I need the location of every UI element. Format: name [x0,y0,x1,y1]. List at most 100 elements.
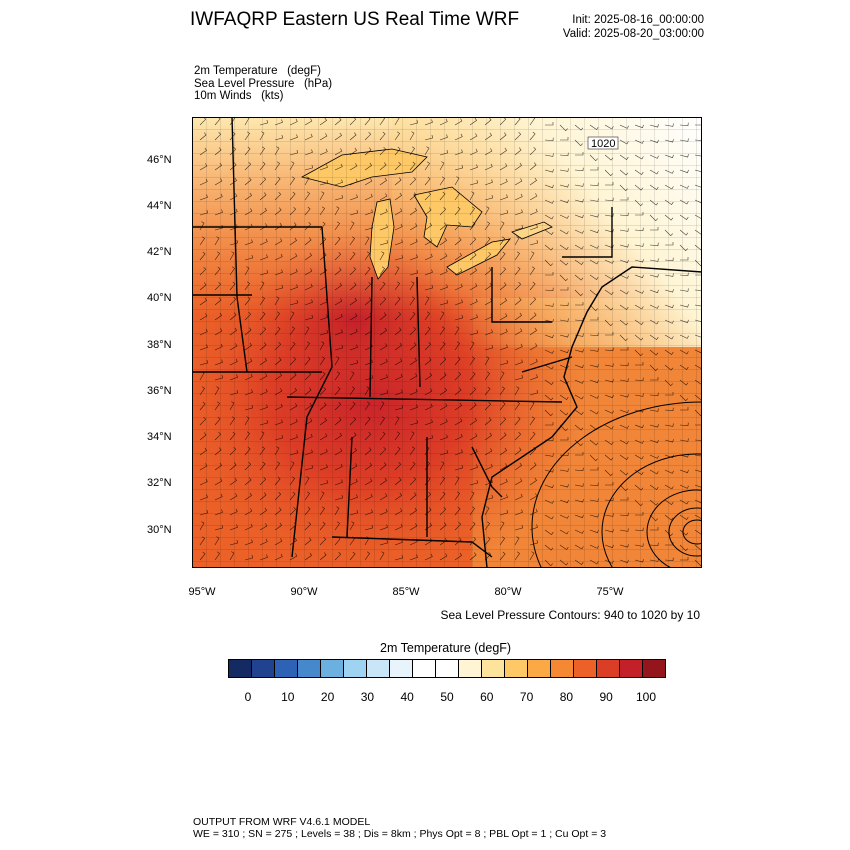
colorbar-swatch [643,660,665,677]
wind-barb [319,252,327,261]
wind-barb [635,212,644,216]
wind-barb [649,484,659,491]
wind-barb [289,461,295,471]
wind-barb [319,552,327,561]
wind-barb [694,499,702,504]
wind-barb [364,224,374,231]
wind-barb [244,254,254,261]
wind-barb [214,509,223,516]
colorbar-swatch [482,660,505,677]
colorbar-swatch [574,660,597,677]
wind-barb [664,139,674,143]
wind-barb [559,334,569,338]
wind-barb [559,214,569,219]
wind-barb [244,446,251,456]
wind-barb [394,239,403,246]
wind-barb [379,493,388,501]
wind-barb [529,312,537,321]
wind-barb [694,184,702,188]
wind-barb [424,491,432,501]
wind-barb [574,439,584,447]
wind-barb [274,269,283,276]
wind-barb [214,478,223,486]
wind-barb [424,476,431,486]
wind-barb [259,446,266,456]
wind-barb [394,523,403,531]
wind-barb [559,559,569,566]
wind-barb [469,506,476,516]
wind-barb [349,401,356,411]
wind-barb [634,274,644,279]
wind-barb [634,377,644,382]
wind-barb [349,236,356,246]
wind-barb [199,132,207,141]
wind-barb [574,483,584,487]
wind-barb [199,297,208,306]
wind-barb [364,509,373,516]
wind-barb [379,131,386,141]
wind-barb [604,197,614,202]
wind-barb [469,283,478,291]
wind-barb [634,559,644,563]
wind-barb [304,164,314,171]
wind-barb [274,191,282,201]
wind-barb [664,199,674,206]
wind-barb [499,313,508,321]
wind-barb [604,319,614,327]
wind-barb [334,521,341,531]
wind-barb [319,417,328,426]
wind-barb [499,163,508,171]
wind-barb [499,401,506,411]
wind-barb [544,514,554,520]
wind-barb [334,194,344,201]
wind-barb [589,259,599,265]
wind-barb [244,161,252,171]
wind-barb [619,259,629,264]
wind-barb [199,447,208,456]
wind-barb [484,163,493,171]
wind-barb [424,372,433,381]
wind-barb [379,312,387,321]
wind-barb [319,521,326,531]
wind-barb [544,229,554,236]
wind-barb [259,131,265,141]
wind-barb [649,558,659,562]
wind-barb [274,222,283,231]
wind-barb [379,327,388,336]
wind-barb [229,431,236,441]
wind-barb [394,254,404,261]
wind-barb [634,169,644,176]
wind-barb [679,394,689,402]
wind-barb [559,152,569,157]
wind-barb [529,208,538,216]
wind-barb [379,524,388,531]
wind-barb [664,289,674,293]
colorbar-swatch [390,660,413,677]
wind-barb [379,401,385,411]
wind-barb [394,131,401,141]
wind-barb [679,334,689,339]
colorbar-swatch [620,660,643,677]
lat-label-40: 40°N [147,292,172,304]
wind-barb [274,207,282,216]
wind-barb [619,439,629,445]
wind-barb [244,358,253,366]
wind-barb [334,163,343,171]
wind-barb [304,252,313,261]
wind-barb [469,386,477,396]
wind-barb [589,559,599,565]
wind-barb [484,432,493,441]
wind-barb [349,163,358,171]
wind-barb [649,499,659,506]
wind-barb [529,162,537,171]
wind-barb [664,304,674,309]
wind-barb [589,182,599,187]
wind-barb [349,416,357,426]
wind-barb [289,134,298,141]
wind-barb [605,182,614,186]
wind-barb [679,272,689,277]
wind-barb [379,539,389,546]
wind-barb [544,349,554,354]
lat-label-30: 30°N [147,524,172,536]
wind-barb [259,281,265,291]
